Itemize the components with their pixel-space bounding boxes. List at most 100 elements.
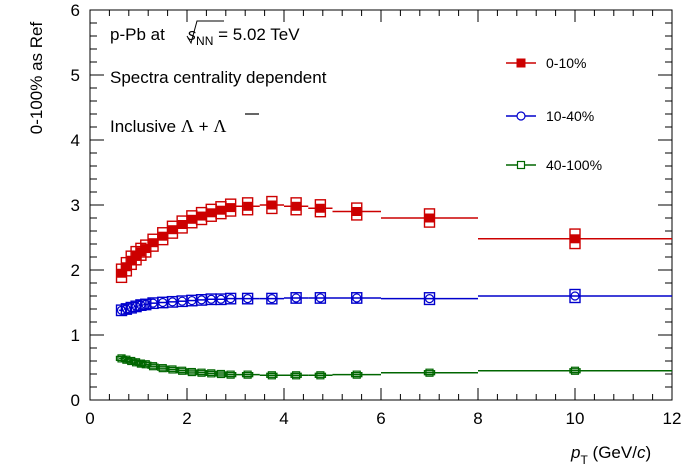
x-axis-title-unit-c: c: [637, 443, 646, 462]
data-point: [187, 214, 197, 224]
legend-marker: [516, 58, 526, 68]
systematic-box: [140, 239, 152, 258]
y-tick-label: 4: [71, 131, 80, 150]
x-axis-title: pT (GeV/c): [570, 443, 651, 467]
systematic-box: [241, 372, 254, 378]
sqrt-sign-icon: [186, 20, 224, 45]
data-point: [187, 367, 196, 377]
data-point: [243, 201, 253, 211]
systematic-box: [351, 372, 363, 378]
annotation-line1-suffix: = 5.02 TeV: [213, 25, 300, 44]
data-point: [177, 220, 187, 229]
data-point: [207, 369, 216, 378]
y-tick-label: 6: [71, 1, 80, 20]
x-tick-labels: 0 2 4 6 8 10 12: [85, 409, 681, 428]
x-tick-label: 6: [376, 409, 385, 428]
systematic-box: [290, 372, 302, 378]
data-point: [216, 369, 226, 379]
data-point: [425, 213, 434, 223]
data-point: [197, 368, 206, 377]
data-point: [424, 294, 435, 304]
data-point: [352, 207, 362, 216]
systematic-box: [241, 197, 254, 216]
data-point: [267, 294, 277, 304]
legend: 0-10% 10-40% 40-100%: [506, 55, 602, 173]
systematic-box: [569, 288, 581, 304]
x-tick-label: 8: [473, 409, 482, 428]
systematic-box: [266, 292, 278, 305]
data-point: [226, 294, 236, 304]
data-point: [243, 294, 253, 304]
series-2: [115, 288, 672, 317]
systematic-box: [351, 202, 363, 221]
systematic-box: [266, 372, 278, 378]
series-3: [115, 354, 672, 380]
legend-label: 40-100%: [546, 157, 602, 173]
y-tick-label: 1: [71, 326, 80, 345]
data-point: [243, 370, 252, 379]
x-tick-label: 10: [566, 409, 585, 428]
systematic-box: [569, 228, 581, 250]
annotation-line3: Inclusive Λ + Λ: [110, 113, 259, 136]
x-tick-label: 4: [279, 409, 288, 428]
data-point: [197, 211, 207, 221]
x-tick-label: 12: [663, 409, 682, 428]
series-layer: [115, 195, 672, 380]
annotation-line1-prefix: p-Pb at: [110, 25, 170, 44]
data-point: [316, 371, 325, 380]
data-point: [291, 201, 301, 211]
systematic-box: [314, 372, 327, 378]
systematic-box: [423, 208, 436, 228]
svg-text:p-Pb at sNN = 5.02 TeV: p-Pb at sNN = 5.02 TeV: [110, 25, 300, 48]
annotation-line3-prefix: Inclusive: [110, 117, 181, 136]
systematic-box: [423, 370, 436, 376]
data-point: [570, 234, 580, 244]
systematic-box: [140, 298, 152, 311]
data-point: [315, 293, 325, 303]
systematic-box: [351, 292, 363, 304]
data-point: [291, 293, 301, 303]
data-point: [206, 208, 216, 218]
annotation-line1: p-Pb at sNN = 5.02 TeV: [110, 20, 300, 48]
systematic-box: [266, 195, 278, 215]
data-point: [226, 203, 236, 213]
systematic-box: [224, 198, 237, 217]
data-point: [148, 362, 158, 371]
data-point: [315, 203, 325, 213]
data-point: [570, 291, 580, 301]
data-point: [167, 225, 177, 235]
y-tick-label: 2: [71, 261, 80, 280]
svg-text:Inclusive Λ + Λ: Inclusive Λ + Λ: [110, 116, 226, 136]
data-point: [158, 364, 167, 373]
annotation-line3-lambda: Λ: [181, 116, 194, 136]
x-tick-label: 2: [182, 409, 191, 428]
y-axis-title: 0-100% as Ref: [27, 21, 46, 134]
systematic-box: [423, 292, 436, 306]
data-point: [177, 296, 187, 306]
data-point: [352, 370, 361, 379]
x-tick-label: 0: [85, 409, 94, 428]
systematic-box: [314, 199, 327, 218]
x-axis-title-p: p: [570, 443, 580, 462]
data-point: [352, 293, 362, 303]
series-1: [115, 195, 672, 284]
annotation-line1-sub: NN: [196, 34, 213, 48]
data-point: [178, 366, 187, 375]
data-point: [141, 244, 151, 254]
data-point: [158, 231, 168, 241]
y-tick-labels: 0 1 2 3 4 5 6: [71, 1, 80, 410]
data-point: [292, 371, 301, 380]
annotation-line2: Spectra centrality dependent: [110, 68, 327, 87]
systematic-box: [290, 292, 302, 304]
systematic-box: [314, 292, 327, 304]
y-tick-label: 3: [71, 196, 80, 215]
x-axis-title-sub: T: [580, 453, 588, 467]
data-point: [216, 205, 226, 215]
systematic-box: [290, 197, 302, 216]
x-axis-title-unit-close: ): [645, 443, 651, 462]
data-point: [226, 370, 235, 379]
data-point: [267, 200, 277, 210]
data-point: [148, 238, 158, 248]
legend-label: 10-40%: [546, 108, 594, 124]
